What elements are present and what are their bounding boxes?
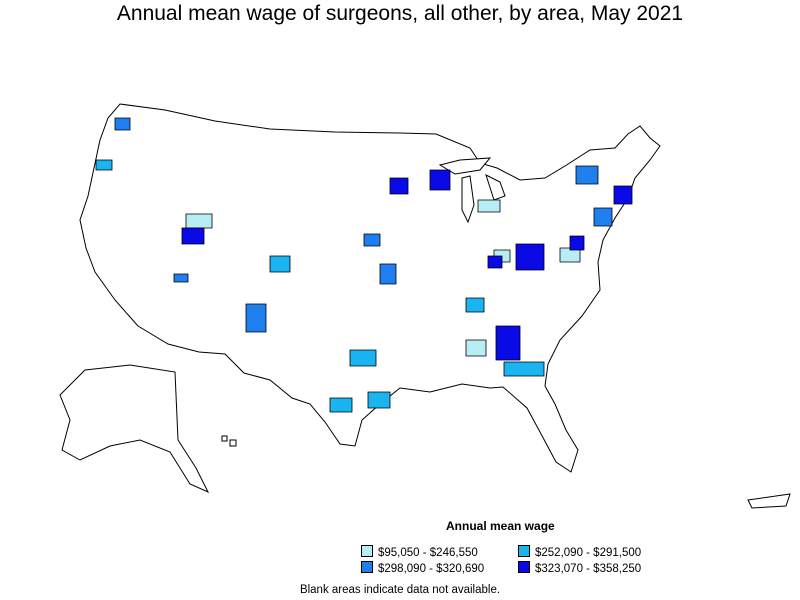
area-darker-7: [173, 273, 189, 283]
legend-swatch-1: [361, 545, 373, 557]
area-medium-6: [503, 361, 545, 377]
lake-superior: [438, 157, 492, 175]
legend-item-4: $323,070 - $358,250: [518, 561, 641, 575]
legend-item-2: $252,090 - $291,500: [518, 545, 641, 559]
contiguous-us-outline: [79, 103, 661, 473]
area-medium-2: [349, 349, 377, 367]
area-medium-3: [329, 397, 353, 413]
area-darker-4: [245, 303, 267, 333]
area-darkest-2: [389, 177, 409, 195]
legend-item-1: $95,050 - $246,550: [361, 545, 478, 559]
area-darkest-1: [181, 227, 205, 245]
area-darkest-5: [487, 255, 503, 269]
alaska-outline: [59, 364, 210, 494]
area-darkest-7: [613, 185, 633, 205]
legend-label-1: $95,050 - $246,550: [378, 547, 478, 559]
legend-swatch-2: [518, 545, 530, 557]
area-light-1: [185, 213, 213, 229]
area-medium-7: [95, 159, 113, 171]
legend-label-2: $252,090 - $291,500: [535, 547, 642, 559]
legend-swatch-3: [361, 561, 373, 573]
lake-huron: [485, 174, 506, 201]
lake-michigan: [461, 175, 475, 224]
area-light-2: [465, 339, 487, 357]
legend-label-4: $323,070 - $358,250: [535, 563, 642, 575]
area-darker-6: [593, 207, 613, 227]
area-darkest-4: [495, 325, 521, 361]
legend-item-3: $298,090 - $320,690: [361, 561, 484, 575]
area-darker-2: [363, 233, 381, 247]
legend-title: Annual mean wage: [446, 519, 555, 533]
area-darker-3: [379, 263, 397, 285]
area-darkest-3: [429, 169, 451, 191]
hawaii-islands: [221, 435, 237, 447]
legend-label-3: $298,090 - $320,690: [378, 563, 485, 575]
map-title: Annual mean wage of surgeons, all other,…: [116, 2, 684, 25]
area-darker-5: [575, 165, 599, 185]
legend-swatch-4: [518, 561, 530, 573]
puerto-rico: [747, 493, 791, 509]
area-darker-1: [114, 117, 131, 131]
area-medium-1: [269, 255, 291, 273]
area-darkest-6: [515, 243, 545, 271]
area-medium-4: [367, 391, 391, 409]
area-darkest-8: [569, 235, 585, 251]
area-medium-5: [465, 297, 485, 313]
footnote: Blank areas indicate data not available.: [299, 584, 501, 596]
area-light-3: [477, 199, 501, 213]
